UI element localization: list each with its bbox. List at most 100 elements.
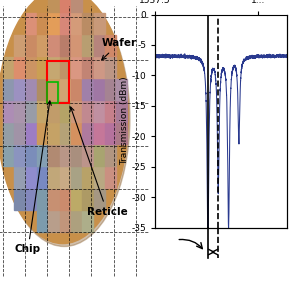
Bar (60, 167, 70, 188)
Bar (48, 145, 59, 166)
Bar (94, 57, 104, 78)
Bar (26, 79, 37, 100)
Bar (60, 189, 70, 210)
Text: Reticle: Reticle (70, 107, 127, 217)
Bar (117, 79, 127, 100)
Bar (48, 35, 59, 56)
Bar (94, 101, 104, 122)
Bar (60, 101, 70, 122)
Bar (26, 101, 37, 122)
Bar (37, 211, 48, 232)
Bar (117, 101, 127, 122)
Bar (26, 145, 37, 166)
Bar (26, 189, 37, 210)
Bar (94, 189, 104, 210)
Bar (82, 101, 93, 122)
Text: Chip: Chip (15, 101, 51, 254)
Bar (26, 167, 37, 188)
Bar (82, 35, 93, 56)
Bar (71, 189, 82, 210)
Bar (82, 145, 93, 166)
Bar (14, 189, 25, 210)
Bar (82, 79, 93, 100)
Bar (37, 13, 48, 34)
Bar (71, 79, 82, 100)
Bar (26, 57, 37, 78)
Bar (60, 0, 70, 12)
Bar (60, 123, 70, 144)
Bar (117, 123, 127, 144)
Bar (71, 35, 82, 56)
Bar (105, 35, 116, 56)
Bar (82, 189, 93, 210)
Bar (26, 123, 37, 144)
Bar (14, 101, 25, 122)
Bar (105, 145, 116, 166)
Bar (71, 211, 82, 232)
Bar (26, 13, 37, 34)
Bar (3, 123, 14, 144)
Bar (48, 79, 59, 100)
Bar (47, 82, 58, 103)
Bar (94, 123, 104, 144)
Bar (60, 35, 70, 56)
Bar (94, 35, 104, 56)
Bar (37, 35, 48, 56)
Bar (105, 79, 116, 100)
Bar (60, 79, 70, 100)
Bar (82, 211, 93, 232)
Bar (48, 211, 59, 232)
Bar (3, 79, 14, 100)
Bar (37, 101, 48, 122)
Bar (94, 145, 104, 166)
Bar (71, 145, 82, 166)
Bar (37, 189, 48, 210)
Bar (94, 13, 104, 34)
Circle shape (0, 0, 130, 246)
Bar (60, 57, 70, 78)
Bar (105, 57, 116, 78)
Bar (48, 123, 59, 144)
Bar (37, 145, 48, 166)
Bar (14, 145, 25, 166)
Bar (71, 101, 82, 122)
Bar (3, 57, 14, 78)
Bar (48, 57, 59, 78)
Bar (60, 145, 70, 166)
Bar (48, 13, 59, 34)
Bar (71, 0, 82, 12)
Bar (94, 167, 104, 188)
Bar (82, 167, 93, 188)
Bar (48, 167, 59, 188)
Bar (71, 123, 82, 144)
Bar (105, 123, 116, 144)
Bar (47, 61, 69, 103)
Bar (82, 57, 93, 78)
Bar (37, 57, 48, 78)
Bar (26, 35, 37, 56)
Bar (71, 167, 82, 188)
Circle shape (0, 0, 128, 244)
Bar (3, 101, 14, 122)
Y-axis label: Transmission (dBm): Transmission (dBm) (119, 77, 128, 165)
Bar (37, 79, 48, 100)
Bar (82, 123, 93, 144)
Bar (48, 0, 59, 12)
Bar (14, 79, 25, 100)
Bar (14, 35, 25, 56)
Text: Wafer: Wafer (102, 38, 137, 60)
Bar (94, 79, 104, 100)
Bar (82, 13, 93, 34)
Bar (105, 167, 116, 188)
Bar (48, 189, 59, 210)
Bar (37, 167, 48, 188)
Bar (48, 101, 59, 122)
Bar (14, 167, 25, 188)
Bar (60, 211, 70, 232)
Bar (3, 145, 14, 166)
Bar (71, 57, 82, 78)
Bar (37, 123, 48, 144)
Bar (14, 123, 25, 144)
Bar (105, 101, 116, 122)
Bar (14, 57, 25, 78)
